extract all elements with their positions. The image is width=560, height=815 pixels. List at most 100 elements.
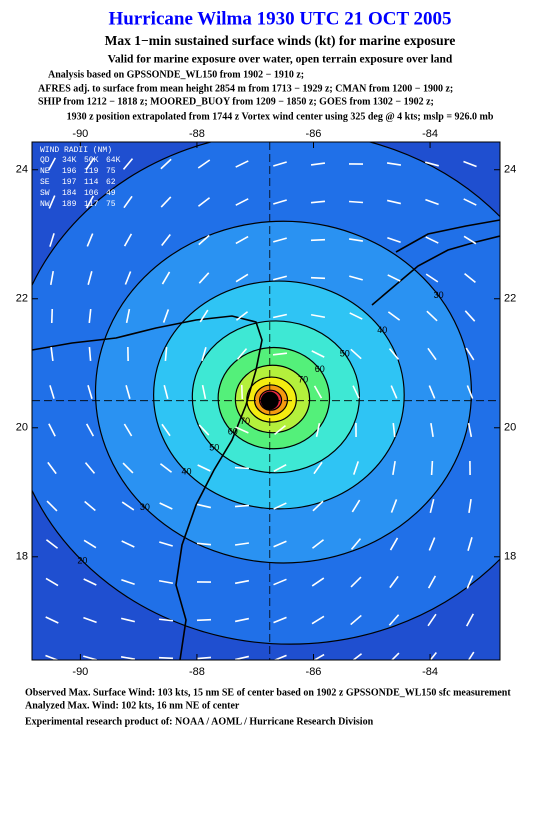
wind-barb bbox=[87, 385, 93, 399]
wind-barb bbox=[125, 385, 131, 399]
wind-barb bbox=[198, 424, 210, 436]
wind-barb bbox=[234, 542, 250, 546]
wind-barb bbox=[390, 499, 398, 513]
wind-barb bbox=[234, 466, 250, 470]
wind-radii-title: WIND RADII (NM) bbox=[40, 146, 112, 155]
analysis-line: SHIP from 1212 − 1818 z; MOORED_BUOY fro… bbox=[38, 96, 434, 107]
wind-barb bbox=[273, 199, 287, 205]
wind-barb bbox=[235, 198, 249, 206]
coastline bbox=[371, 219, 500, 306]
wind-barb bbox=[352, 461, 360, 475]
validity: Valid for marine exposure over water, op… bbox=[108, 54, 453, 66]
contour-label: 20 bbox=[77, 555, 87, 565]
wind-barb bbox=[273, 616, 287, 624]
wind-barb bbox=[121, 617, 135, 623]
wind-barb bbox=[235, 235, 249, 245]
wind-radii-cell: 117 bbox=[84, 200, 99, 209]
wind-barb bbox=[159, 541, 173, 547]
wind-barb bbox=[312, 500, 324, 512]
wind-radii-cell: 62 bbox=[106, 178, 116, 187]
wind-barb bbox=[348, 238, 364, 242]
wind-radii-cell: NW bbox=[40, 200, 50, 209]
wind-barb bbox=[201, 347, 207, 361]
wind-barb bbox=[85, 195, 95, 209]
wind-barb bbox=[311, 539, 325, 549]
wind-barb bbox=[465, 613, 475, 627]
y-tick-label: 20 bbox=[16, 422, 28, 434]
wind-barb bbox=[47, 461, 57, 475]
wind-barb bbox=[425, 161, 439, 167]
wind-barb bbox=[161, 233, 171, 247]
wind-barb bbox=[88, 308, 92, 324]
wind-barb bbox=[350, 348, 362, 360]
wind-barb bbox=[198, 234, 210, 246]
wind-barb bbox=[350, 614, 362, 626]
wind-barb bbox=[464, 310, 476, 322]
wind-barb bbox=[389, 575, 399, 589]
wind-radii-cell: 184 bbox=[62, 189, 77, 198]
wind-radii-cell: 75 bbox=[106, 200, 116, 209]
contour-label: 70 bbox=[240, 416, 250, 426]
wind-barb bbox=[46, 500, 58, 512]
wind-barb bbox=[349, 312, 363, 320]
wind-barb bbox=[310, 238, 326, 242]
wind-barb bbox=[83, 616, 97, 624]
wind-barb bbox=[429, 652, 437, 660]
wind-radii-cell: NE bbox=[40, 167, 50, 176]
footer-line: Observed Max. Surface Wind: 103 kts, 15 … bbox=[25, 687, 511, 698]
wind-radii-cell: SE bbox=[40, 178, 50, 187]
wind-barb bbox=[121, 540, 135, 548]
credit: Experimental research product of: NOAA /… bbox=[25, 716, 374, 727]
wind-barb bbox=[427, 347, 437, 361]
wind-barb bbox=[425, 236, 439, 244]
wind-barb bbox=[199, 309, 209, 323]
wind-barb bbox=[429, 499, 435, 513]
coastline bbox=[32, 315, 263, 660]
wind-barb bbox=[196, 618, 212, 622]
x-tick-label: -84 bbox=[422, 666, 438, 678]
wind-barb bbox=[125, 308, 131, 324]
wind-barb bbox=[425, 198, 439, 206]
wind-barb bbox=[162, 309, 170, 323]
wind-barb bbox=[349, 275, 363, 281]
y-tick-label: 18 bbox=[504, 551, 516, 563]
wind-barb bbox=[273, 502, 287, 510]
wind-barb bbox=[50, 346, 54, 362]
wind-barb bbox=[427, 613, 437, 627]
wind-radii-header: 50K bbox=[84, 156, 99, 165]
wind-barb bbox=[311, 577, 325, 587]
wind-barb bbox=[45, 539, 59, 549]
wind-barb bbox=[123, 423, 133, 437]
wind-barb bbox=[234, 579, 250, 585]
contour-label: 40 bbox=[181, 466, 191, 476]
wind-barb bbox=[428, 385, 436, 399]
wind-barb bbox=[45, 577, 59, 587]
wind-barb bbox=[352, 385, 360, 399]
wind-radii-cell: 196 bbox=[62, 167, 77, 176]
wind-barb bbox=[387, 237, 401, 243]
wind-barb bbox=[234, 617, 250, 623]
wind-barb bbox=[197, 197, 211, 207]
y-tick-label: 22 bbox=[504, 293, 516, 305]
wind-radii-cell: 189 bbox=[62, 200, 77, 209]
chart-title: Hurricane Wilma 1930 UTC 21 OCT 2005 bbox=[108, 8, 451, 29]
wind-barb bbox=[235, 311, 249, 321]
wind-barb bbox=[388, 348, 400, 360]
wind-radii-cell: 119 bbox=[84, 167, 99, 176]
wind-barb bbox=[235, 273, 249, 283]
wind-barb bbox=[122, 158, 134, 170]
wind-barb bbox=[467, 651, 475, 660]
wind-barb bbox=[311, 350, 325, 358]
wind-barb bbox=[120, 656, 136, 660]
wind-barb bbox=[83, 539, 97, 549]
y-tick-label: 22 bbox=[16, 293, 28, 305]
wind-radii-header: QD bbox=[40, 156, 50, 165]
wind-barb bbox=[87, 271, 93, 285]
wind-barb bbox=[312, 653, 325, 660]
wind-barb bbox=[48, 195, 56, 209]
wind-barb bbox=[85, 423, 95, 437]
analysis-line: 1930 z position extrapolated from 1744 z… bbox=[67, 111, 494, 122]
wind-barb bbox=[426, 310, 438, 322]
wind-barb bbox=[47, 157, 57, 171]
